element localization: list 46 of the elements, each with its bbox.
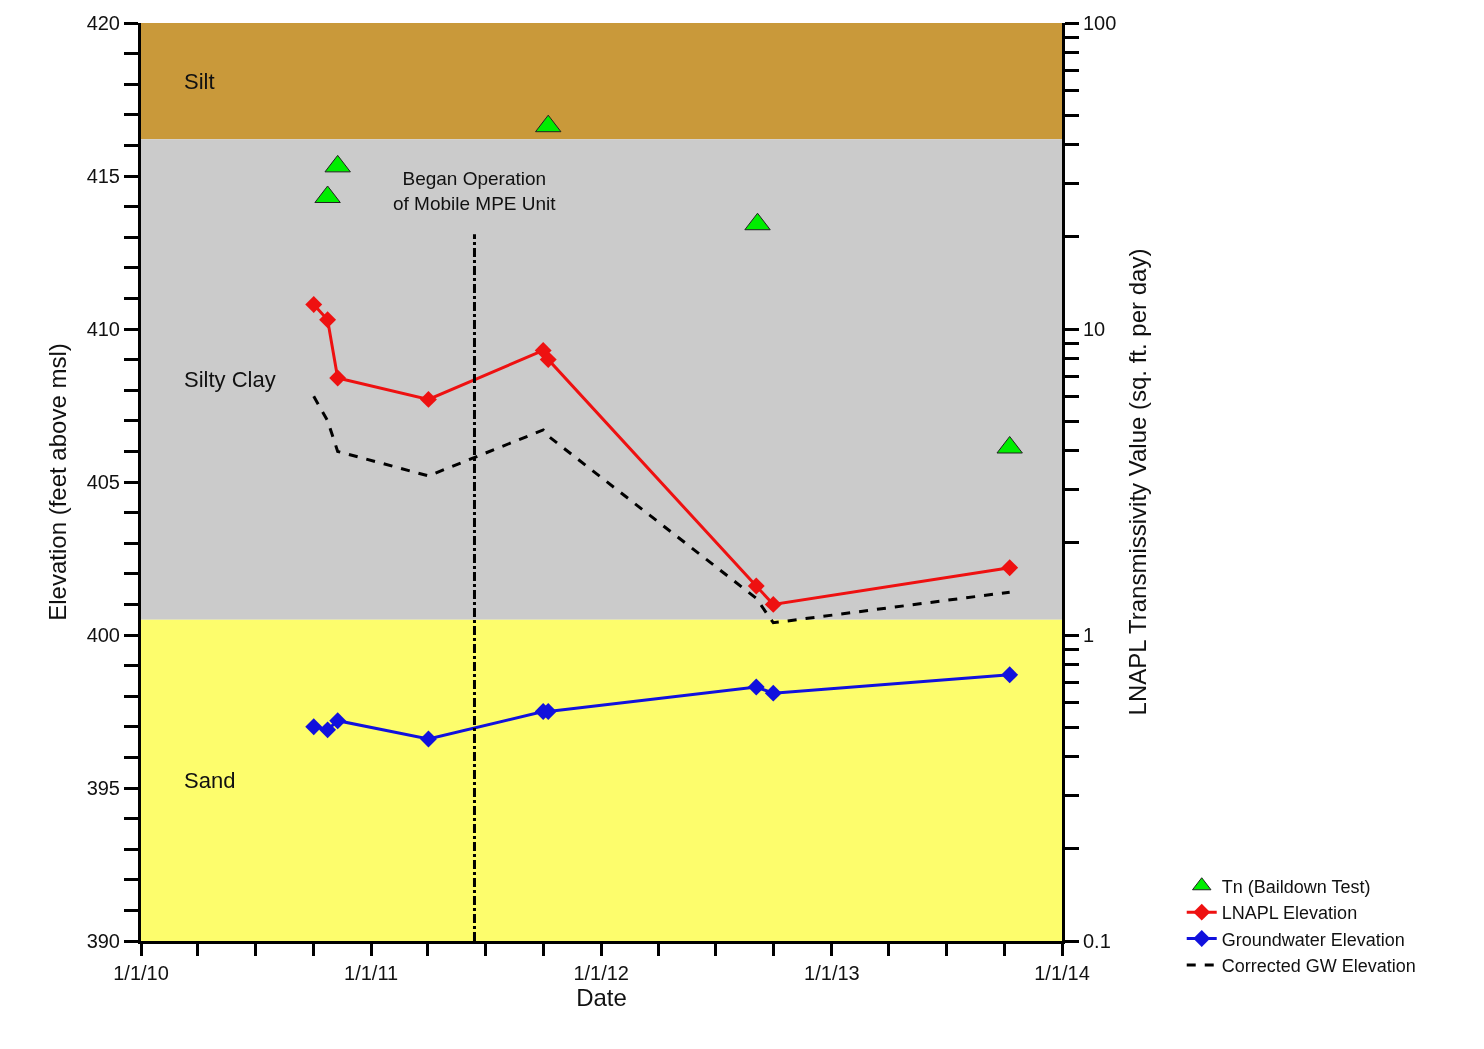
ref-line-label: Began Operation of Mobile MPE Unit [393, 168, 557, 214]
point [747, 678, 765, 696]
point [1001, 559, 1019, 577]
y2-tick-label: 1 [1083, 624, 1095, 646]
point [1001, 666, 1019, 684]
legend-label: Groundwater Elevation [1221, 929, 1405, 950]
point [764, 684, 782, 702]
x-tick-label: 1/1/10 [113, 962, 169, 984]
x-tick-label: 1/1/13 [804, 962, 860, 984]
y2-tick-label: 0.1 [1083, 930, 1111, 952]
point [324, 154, 351, 173]
y2-axis-title: LNAPL Transmissivity Value (sq. ft. per day) [1123, 248, 1151, 716]
point [535, 114, 562, 133]
y-tick-label: 415 [86, 165, 120, 187]
point [744, 212, 771, 231]
band-label: Silt [184, 69, 215, 94]
y2-tick-label: 10 [1083, 318, 1106, 340]
x-tick-label: 1/1/12 [573, 962, 629, 984]
point [747, 577, 765, 595]
point [329, 369, 347, 387]
point [305, 718, 323, 736]
legend-label: LNAPL Elevation [1221, 903, 1358, 924]
x-axis-title: Date [576, 984, 627, 1011]
y-tick-label: 410 [86, 318, 120, 340]
point [319, 311, 337, 329]
band-label: Silty Clay [184, 367, 276, 392]
y-tick-label: 395 [86, 777, 120, 799]
point [420, 730, 437, 748]
point [764, 595, 782, 613]
legend-label: Corrected GW Elevation [1221, 955, 1416, 976]
y2-tick-label: 100 [1083, 12, 1117, 34]
x-tick-label: 1/1/11 [344, 962, 399, 984]
point [539, 351, 557, 369]
legend-label: Tn (Baildown Test) [1221, 876, 1371, 897]
y-tick-label: 400 [86, 624, 120, 646]
y-tick-label: 405 [86, 471, 120, 493]
y-tick-label: 390 [86, 930, 120, 952]
y-axis-title: Elevation (feet above msl) [43, 343, 71, 621]
point [329, 712, 347, 730]
point [319, 721, 337, 739]
point [305, 296, 323, 313]
point [420, 390, 437, 408]
y-tick-label: 420 [86, 12, 120, 34]
x-tick-label: 1/1/14 [1034, 962, 1090, 984]
point [996, 435, 1023, 454]
band-label: Sand [184, 768, 236, 793]
